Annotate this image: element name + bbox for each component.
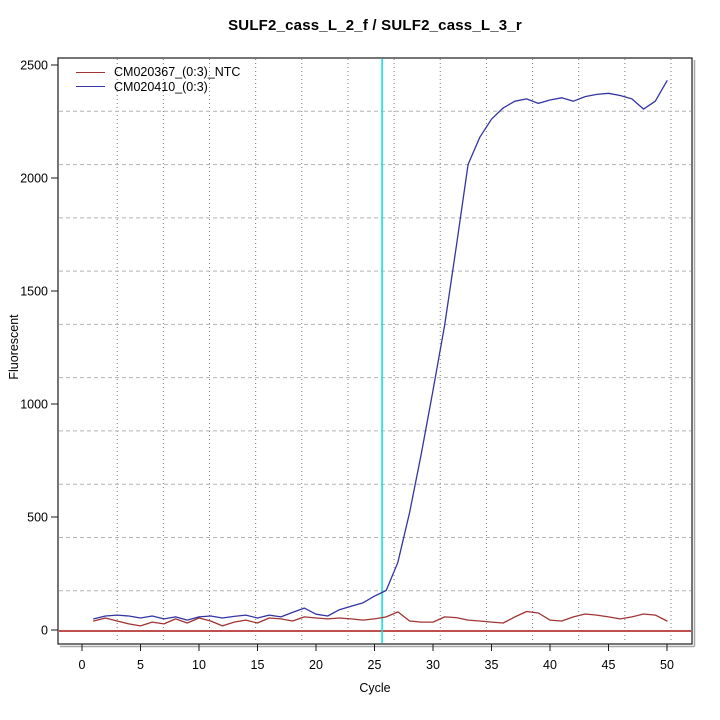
legend-line-swatch-sample: [76, 86, 105, 88]
plot-box: [57, 57, 693, 645]
sample-series-line: [93, 80, 668, 621]
legend-label-ntc: CM020367_(0:3)_NTC: [114, 65, 241, 79]
x-tick-label: 15: [251, 658, 265, 672]
x-tick-label: 20: [309, 658, 323, 672]
plot-background: [58, 58, 692, 644]
x-tick-label: 40: [543, 658, 557, 672]
legend-item-sample: CM020410_(0:3): [76, 80, 240, 95]
y-tick-label: 1500: [20, 285, 48, 299]
x-tick-label: 10: [192, 658, 206, 672]
chart-title: SULF2_cass_L_2_f / SULF2_cass_L_3_r: [228, 17, 522, 34]
x-tick-label: 50: [660, 658, 674, 672]
x-tick-label: 5: [137, 658, 144, 672]
y-tick-label: 0: [41, 624, 48, 638]
y-tick-label: 2000: [20, 172, 48, 186]
legend-line-swatch-ntc: [76, 71, 105, 73]
x-tick-label: 0: [79, 658, 86, 672]
ntc-series-line: [93, 610, 668, 627]
x-tick-label: 35: [485, 658, 499, 672]
y-tick-label: 500: [27, 511, 48, 525]
y-axis-label: Fluorescent: [7, 314, 21, 380]
y-tick-label: 2500: [20, 59, 48, 73]
x-tick-label: 45: [602, 658, 616, 672]
legend-item-ntc: CM020367_(0:3)_NTC: [76, 65, 240, 80]
y-tick-label: 1000: [20, 398, 48, 412]
x-tick-label: 25: [368, 658, 382, 672]
legend: CM020367_(0:3)_NTC CM020410_(0:3): [76, 65, 240, 94]
x-axis-label: Cycle: [359, 681, 391, 695]
x-tick-label: 30: [426, 658, 440, 672]
legend-label-sample: CM020410_(0:3): [114, 79, 208, 94]
